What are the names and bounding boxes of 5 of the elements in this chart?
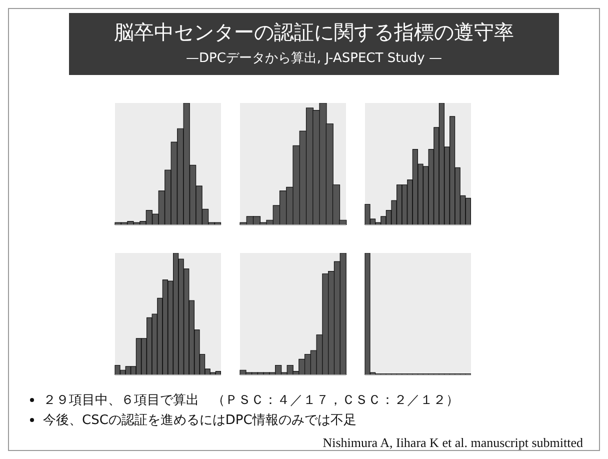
text: ２９項目中、６項目で算出 （ＰＳＣ：４／１７，ＣＳＣ：２／１２）: [43, 392, 459, 409]
text: —DPCデータから算出, J-ASPECT Study —: [185, 50, 443, 67]
text: 脳卒中センターの認証に関する指標の遵守率: [113, 19, 515, 46]
text: 今後、CSCの認証を進めるにはDPC情報のみでは不足: [43, 412, 356, 429]
text: Nishimura A, Iihara K et al. manuscript submitted: [322, 435, 584, 451]
